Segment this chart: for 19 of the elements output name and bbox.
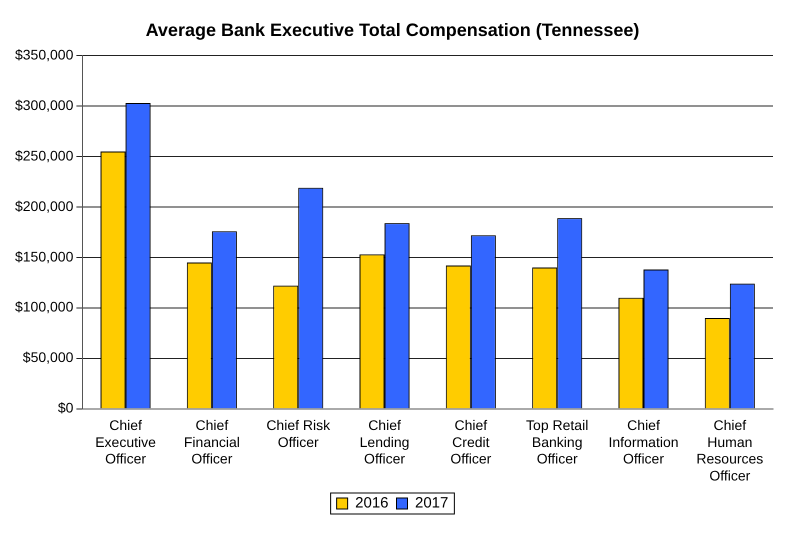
y-tick-label: $50,000 [22, 349, 74, 366]
chart-title: Average Bank Executive Total Compensation (Tennessee) [146, 20, 640, 40]
x-tick-label: Chief Human Resources Officer [696, 417, 764, 484]
x-tick-label: Top Retail Banking Officer [526, 417, 588, 467]
y-tick-label: $200,000 [14, 198, 74, 214]
legend-label: 2017 [415, 494, 448, 512]
x-tick-label: Chief Financial Officer [184, 417, 240, 467]
x-tick-label: Chief Executive Officer [95, 417, 156, 467]
x-tick-label: Chief Credit Officer [450, 417, 492, 467]
y-tick-label: $150,000 [14, 248, 74, 264]
x-tick-label: Chief Lending Officer [360, 417, 410, 467]
x-tick-label: Chief Risk Officer [266, 417, 332, 450]
x-tick-label: Chief Information Officer [608, 417, 679, 467]
y-tick-label: $250,000 [14, 147, 74, 164]
y-tick-label: $0 [58, 400, 74, 416]
y-tick-label: $100,000 [14, 298, 74, 315]
y-tick-label: $350,000 [14, 46, 74, 62]
y-tick-label: $300,000 [14, 96, 74, 113]
legend-label: 2016 [355, 494, 389, 512]
